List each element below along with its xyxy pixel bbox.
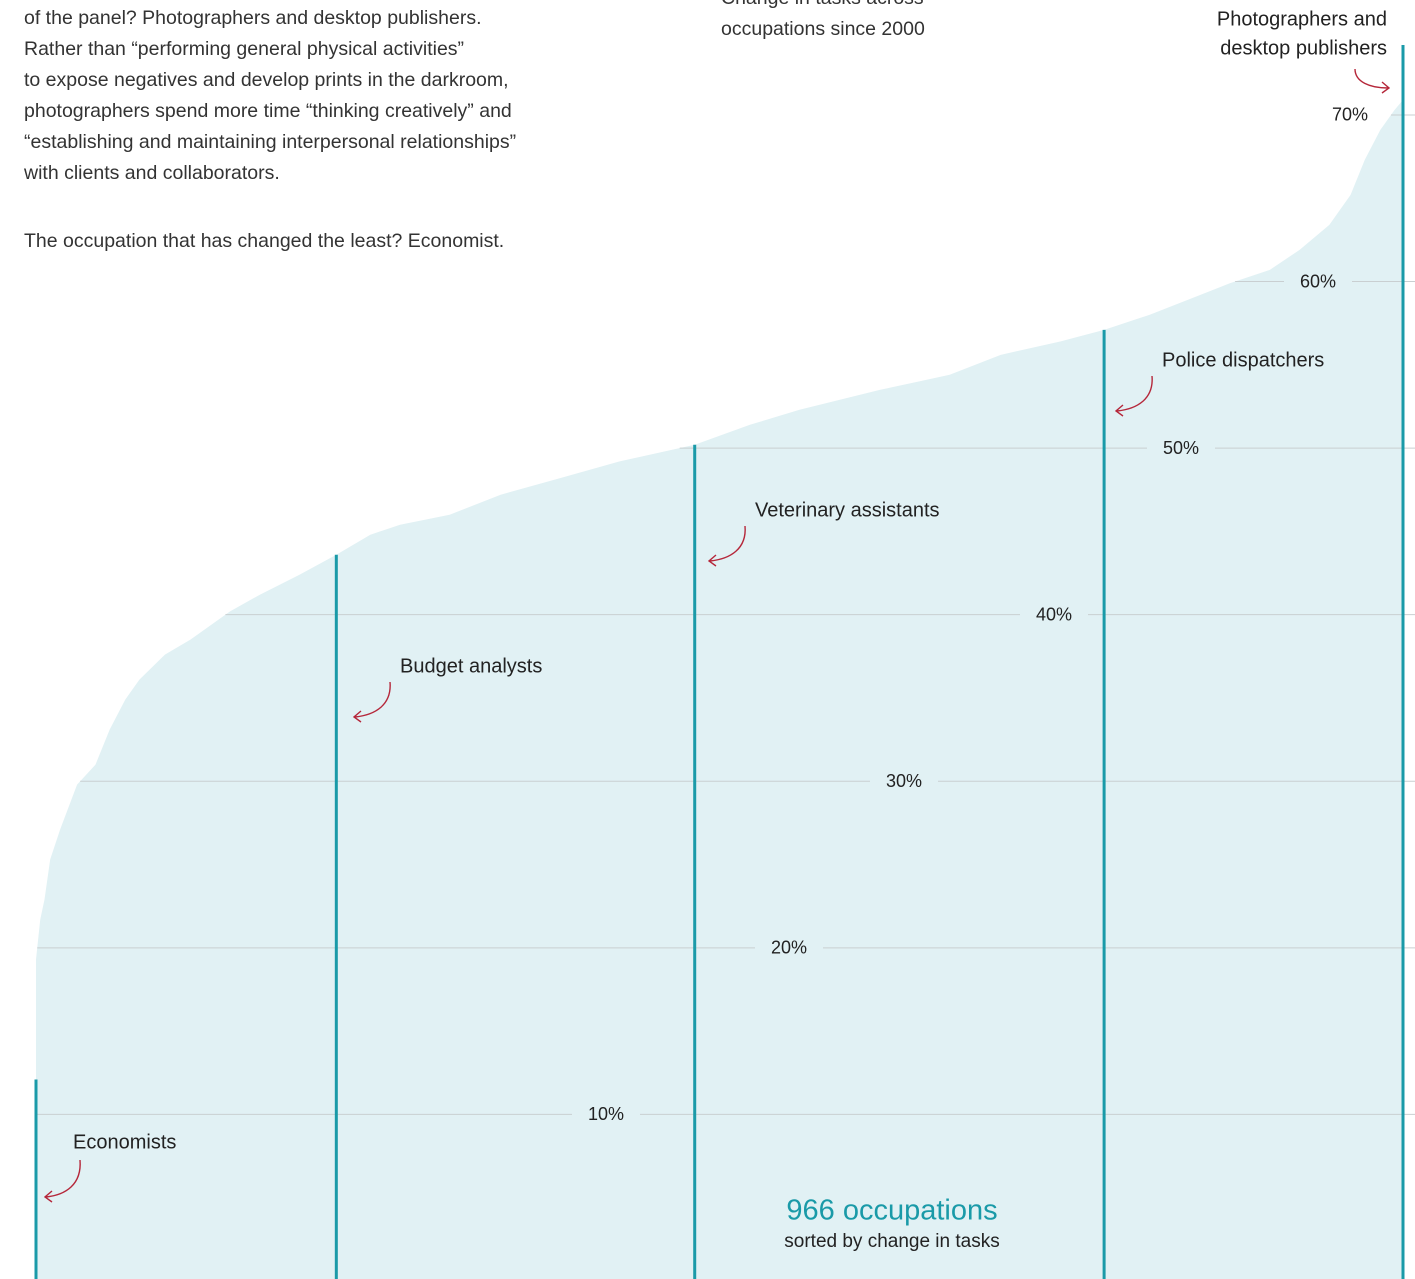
arrows — [43, 68, 1391, 1203]
y-tick-label: 20% — [771, 938, 807, 958]
arrow — [707, 525, 746, 567]
paragraph-line: The occupation that has changed the leas… — [24, 230, 504, 252]
y-tick-label: 30% — [886, 771, 922, 791]
paragraph-line: “establishing and maintaining interperso… — [24, 131, 516, 153]
arrow — [43, 1159, 81, 1203]
chart-title: Change in tasks across — [721, 0, 924, 9]
arrow — [1114, 375, 1153, 417]
arrow — [1354, 68, 1391, 94]
annotation: Photographers and — [1217, 8, 1387, 30]
arrow — [352, 681, 391, 723]
y-tick-label: 60% — [1300, 271, 1336, 291]
chart: 10% 20% 30% 40% 50% 60% 70% Economists Budget an… — [34, 8, 1415, 1279]
annotation: Veterinary assistants — [755, 499, 940, 521]
y-tick-label: 50% — [1163, 438, 1199, 458]
y-tick-label: 40% — [1036, 604, 1072, 624]
annotation: Police dispatchers — [1162, 349, 1324, 371]
paragraph-line: of the panel? Photographers and desktop … — [24, 7, 482, 29]
center-label: 966 occupations — [786, 1195, 997, 1227]
paragraph-line: to expose negatives and develop prints i… — [24, 69, 509, 91]
annotation: Economists — [73, 1131, 176, 1153]
paragraph-line: Rather than “performing general physical… — [24, 38, 464, 60]
annotation: Budget analysts — [400, 655, 542, 677]
annotation: desktop publishers — [1220, 37, 1387, 59]
center-sublabel: sorted by change in tasks — [784, 1231, 999, 1252]
article-text: of the panel? Photographers and desktop … — [23, 7, 516, 252]
area — [36, 99, 1403, 1279]
y-tick-label: 10% — [588, 1104, 624, 1124]
paragraph-line: photographers spend more time “thinking … — [24, 100, 512, 122]
y-tick-label: 70% — [1332, 105, 1368, 125]
chart-title: occupations since 2000 — [721, 18, 925, 40]
paragraph-line: with clients and collaborators. — [23, 162, 280, 184]
